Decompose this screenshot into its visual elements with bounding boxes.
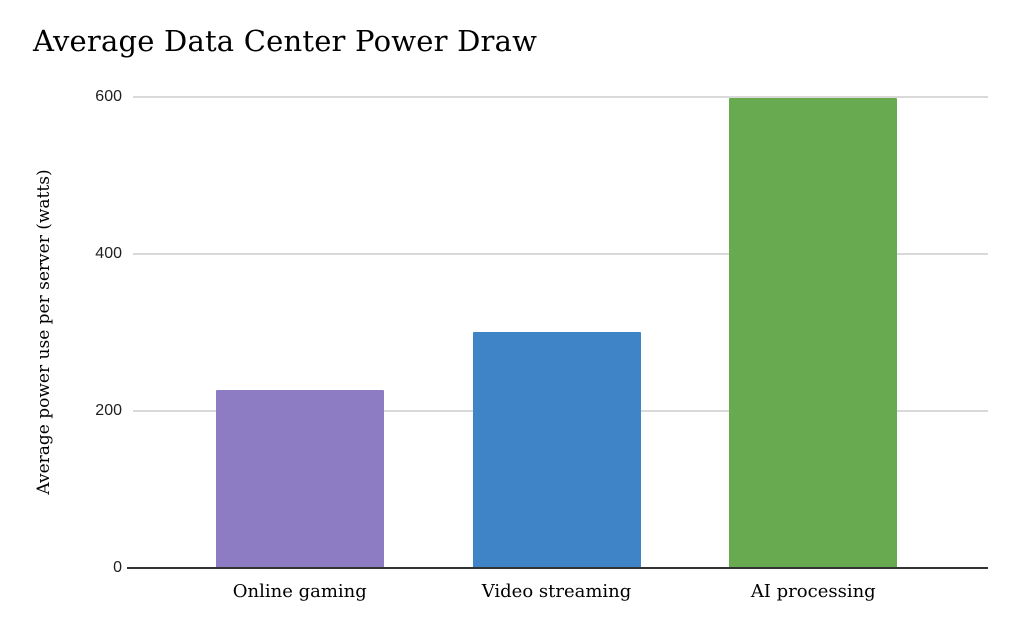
y-tick-600: 600	[95, 88, 122, 105]
y-tick-0: 0	[113, 559, 122, 576]
gridline-400	[133, 253, 988, 255]
plot-area	[127, 96, 988, 569]
y-axis-title: Average power use per server (watts)	[34, 169, 54, 495]
x-label-ai-processing: AI processing	[750, 581, 876, 602]
y-tick-400: 400	[95, 245, 122, 262]
y-tick-200: 200	[95, 402, 122, 419]
x-axis-line	[127, 567, 988, 569]
x-axis-labels: Online gaming Video streaming AI processin…	[127, 581, 986, 602]
x-label-video-streaming: Video streaming	[481, 581, 632, 602]
bar-online-gaming	[215, 390, 384, 567]
bars-container	[127, 97, 986, 567]
bar-video-streaming	[472, 331, 641, 567]
x-label-online-gaming: Online gaming	[232, 581, 367, 602]
bar-ai-processing	[729, 97, 898, 567]
gridline-600	[133, 96, 988, 98]
chart-title: Average Data Center Power Draw	[33, 24, 538, 58]
